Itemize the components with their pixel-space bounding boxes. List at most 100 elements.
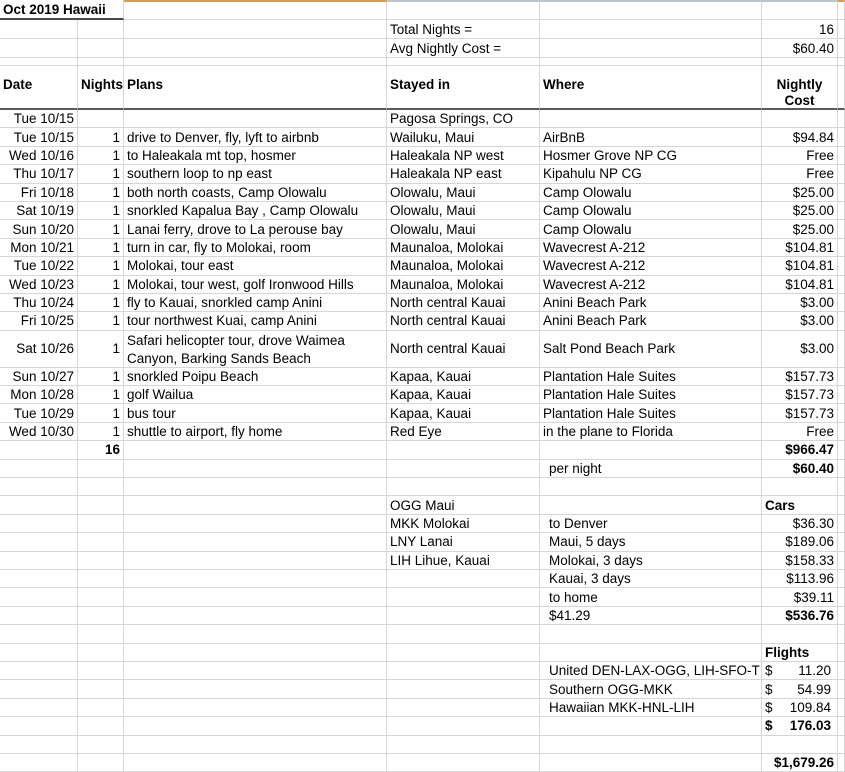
empty-cell[interactable] (387, 0, 540, 20)
cell-nights[interactable] (78, 698, 124, 718)
empty-cell[interactable] (0, 20, 78, 39)
cell-stayed[interactable]: Red Eye (387, 422, 540, 442)
empty-cell[interactable] (838, 422, 845, 442)
cell-stayed[interactable] (387, 643, 540, 662)
cell-stayed[interactable] (387, 661, 540, 681)
cell-plans[interactable]: drive to Denver, fly, lyft to airbnb (124, 128, 387, 147)
cell-date[interactable] (0, 643, 78, 662)
header-nights[interactable]: Nights (78, 66, 124, 110)
cell-stayed[interactable]: Pagosa Springs, CO (387, 110, 540, 129)
empty-cell[interactable] (838, 698, 845, 718)
cell-where[interactable]: to Denver (540, 514, 762, 534)
cell-stayed[interactable] (387, 680, 540, 699)
cell-nights[interactable] (78, 661, 124, 681)
cell-nights[interactable]: 1 (78, 183, 124, 202)
cell-where[interactable]: Southern OGG-MKK (540, 680, 762, 699)
cell-stayed[interactable]: Olowalu, Maui (387, 220, 540, 239)
cell-nights[interactable]: 1 (78, 293, 124, 313)
cell-cost[interactable] (762, 478, 838, 497)
cell-nights[interactable]: 1 (78, 367, 124, 387)
cell-where[interactable] (540, 625, 762, 644)
empty-cell[interactable] (838, 275, 845, 294)
header-where[interactable]: Where (540, 66, 762, 110)
empty-cell[interactable] (838, 238, 845, 258)
cell-where[interactable]: Hawaiian MKK-HNL-LIH (540, 698, 762, 718)
empty-cell[interactable] (540, 39, 762, 58)
empty-cell[interactable] (838, 110, 845, 129)
cell-date[interactable]: Thu 10/24 (0, 293, 78, 313)
cell-nights[interactable]: 1 (78, 165, 124, 184)
cell-cost[interactable]: $25.00 (762, 201, 838, 221)
cell-date[interactable]: Sat 10/26 (0, 330, 78, 368)
cell-cost[interactable]: $109.84 (762, 698, 838, 718)
cell-date[interactable] (0, 661, 78, 681)
empty-cell[interactable] (78, 20, 124, 39)
empty-cell[interactable] (838, 330, 845, 368)
cell-date[interactable] (0, 478, 78, 497)
empty-cell[interactable] (838, 20, 845, 39)
empty-cell[interactable] (540, 20, 762, 39)
cell-plans[interactable] (124, 753, 387, 772)
cell-nights[interactable] (78, 496, 124, 515)
cell-stayed[interactable]: Haleakala NP east (387, 165, 540, 184)
cell-nights[interactable]: 1 (78, 312, 124, 331)
cell-date[interactable] (0, 551, 78, 570)
cell-date[interactable] (0, 680, 78, 699)
cell-where[interactable] (540, 717, 762, 736)
cell-nights[interactable]: 1 (78, 404, 124, 423)
cell-stayed[interactable] (387, 588, 540, 607)
cell-stayed[interactable]: Maunaloa, Molokai (387, 238, 540, 258)
cell-stayed[interactable] (387, 569, 540, 589)
cell-nights[interactable] (78, 753, 124, 772)
cell-date[interactable]: Sat 10/19 (0, 201, 78, 221)
cell-date[interactable] (0, 717, 78, 736)
cell-where[interactable]: Wavecrest A-212 (540, 238, 762, 258)
cell-date[interactable]: Sun 10/27 (0, 367, 78, 387)
cell-plans[interactable]: turn in car, fly to Molokai, room (124, 238, 387, 258)
cell-date[interactable]: Fri 10/25 (0, 312, 78, 331)
cell-cost[interactable]: $176.03 (762, 717, 838, 736)
empty-cell[interactable] (0, 39, 78, 58)
cell-date[interactable] (0, 569, 78, 589)
cell-cost[interactable]: $104.81 (762, 238, 838, 258)
cell-nights[interactable] (78, 533, 124, 552)
cell-where[interactable]: Hosmer Grove NP CG (540, 146, 762, 166)
empty-cell[interactable] (838, 441, 845, 460)
cell-date[interactable]: Wed 10/23 (0, 275, 78, 294)
cell-stayed[interactable] (387, 478, 540, 497)
empty-cell[interactable] (387, 58, 540, 66)
cell-plans[interactable] (124, 110, 387, 129)
cell-plans[interactable] (124, 459, 387, 479)
cell-cost[interactable]: $113.96 (762, 569, 838, 589)
cell-plans[interactable] (124, 533, 387, 552)
cell-plans[interactable]: fly to Kauai, snorkled camp Anini (124, 293, 387, 313)
empty-cell[interactable] (838, 551, 845, 570)
cell-plans[interactable] (124, 661, 387, 681)
cell-plans[interactable] (124, 606, 387, 626)
cell-nights[interactable]: 1 (78, 257, 124, 276)
empty-cell[interactable] (838, 643, 845, 662)
cell-where[interactable] (540, 735, 762, 754)
empty-cell[interactable] (838, 183, 845, 202)
empty-cell[interactable] (124, 0, 387, 20)
total-nights-value[interactable]: 16 (762, 20, 838, 39)
cell-where[interactable]: Camp Olowalu (540, 201, 762, 221)
cell-stayed[interactable]: Haleakala NP west (387, 146, 540, 166)
cell-where[interactable] (540, 496, 762, 515)
empty-cell[interactable] (838, 514, 845, 534)
cell-stayed[interactable] (387, 459, 540, 479)
cell-nights[interactable] (78, 606, 124, 626)
cell-where[interactable]: Wavecrest A-212 (540, 275, 762, 294)
cell-stayed[interactable]: OGG Maui (387, 496, 540, 515)
avg-cost-value[interactable]: $60.40 (762, 39, 838, 58)
cell-plans[interactable]: southern loop to np east (124, 165, 387, 184)
cell-nights[interactable] (78, 717, 124, 736)
cell-cost[interactable]: $11.20 (762, 661, 838, 681)
header-stayed-in[interactable]: Stayed in (387, 66, 540, 110)
cell-where[interactable]: Kauai, 3 days (540, 569, 762, 589)
cell-cost[interactable]: $3.00 (762, 330, 838, 368)
sheet-title-cell[interactable]: Oct 2019 Hawaii (0, 0, 124, 20)
cell-where[interactable] (540, 643, 762, 662)
cell-plans[interactable] (124, 478, 387, 497)
cell-date[interactable] (0, 625, 78, 644)
